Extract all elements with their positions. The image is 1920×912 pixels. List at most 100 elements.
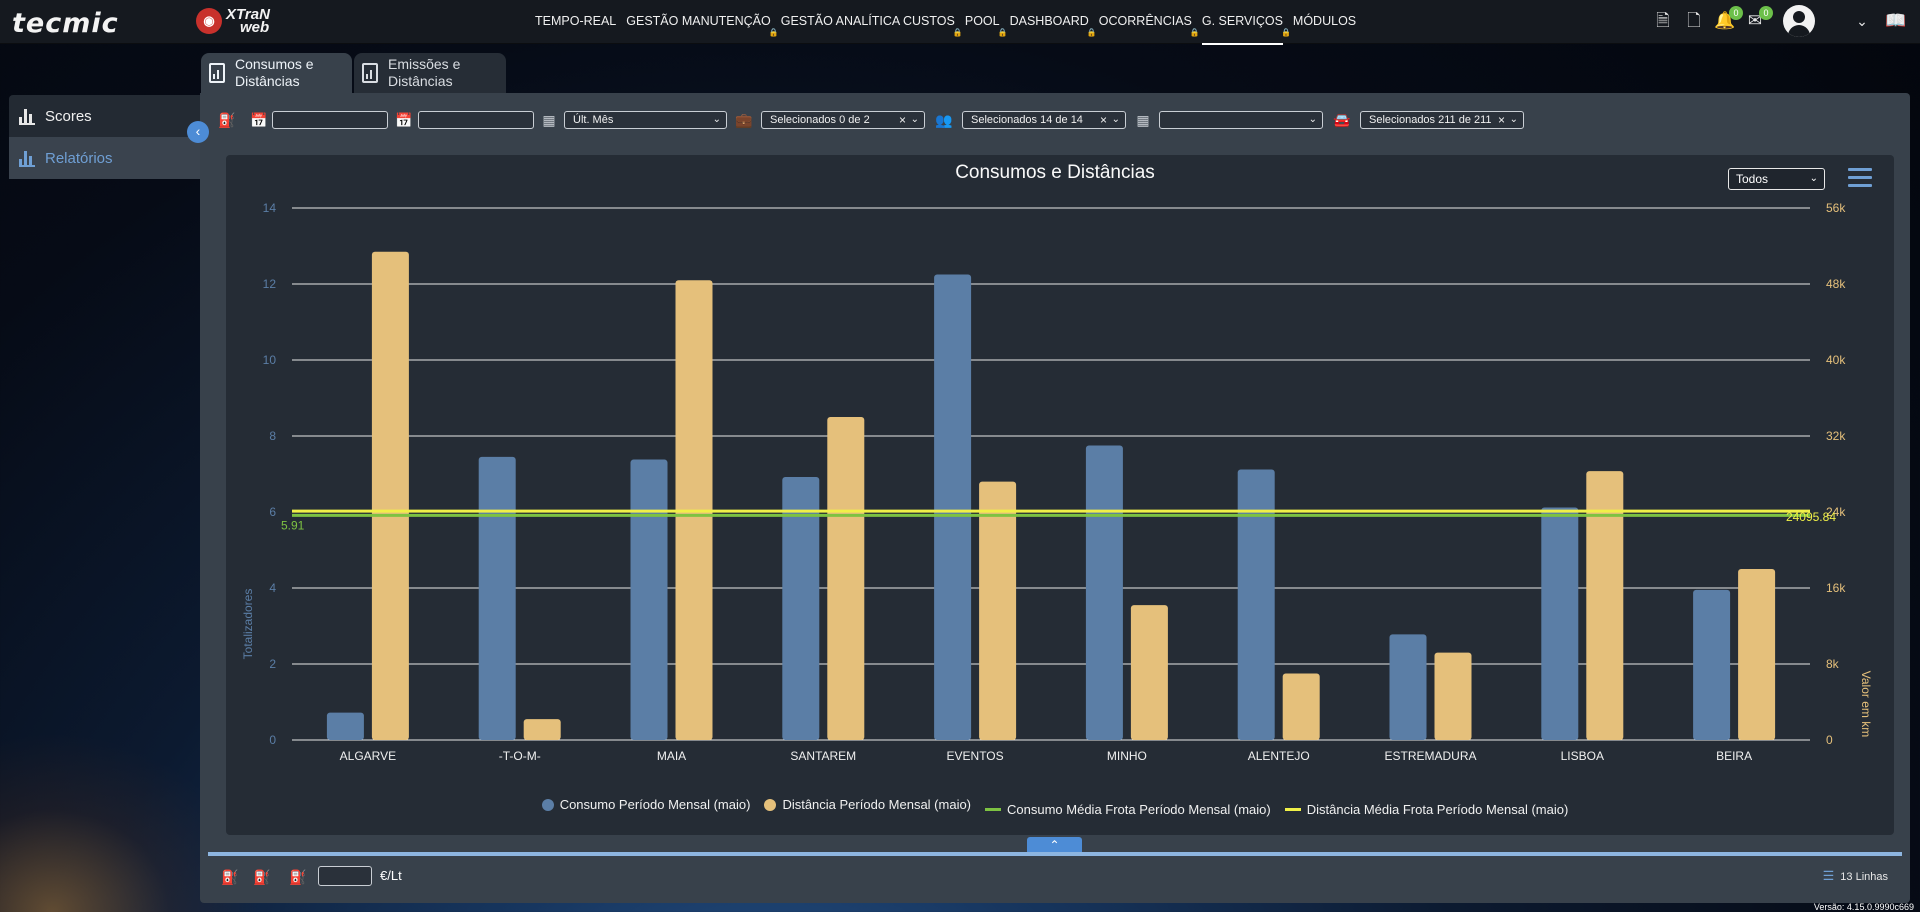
filter-bar: ⛽ 📅 📅 ▦ Últ. Mês ⌄ 💼 Selecionados 0 de 2 ×…	[210, 107, 1900, 133]
y-axis-label: Totalizadores	[241, 589, 255, 660]
legend-item[interactable]: Consumo Média Frota Período Mensal (maio…	[985, 802, 1271, 817]
y-tick-label: 0	[269, 733, 276, 747]
legend-item[interactable]: Distância Média Frota Período Mensal (ma…	[1284, 801, 1569, 817]
date-to-input[interactable]	[418, 111, 534, 129]
nav-item-5[interactable]: OCORRÊNCIAS 🔒	[1099, 0, 1200, 43]
y2-tick-label: 24k	[1826, 505, 1846, 519]
clear-icon[interactable]: ×	[1099, 113, 1107, 127]
date-from-input[interactable]	[272, 111, 388, 129]
notifications-bell-icon[interactable]: 🔔 0	[1713, 6, 1743, 33]
fuel-settings-icon[interactable]: ⛽	[218, 112, 236, 128]
avg-distance-label: 24095.84	[1786, 510, 1836, 524]
calendar-from-icon[interactable]: 📅	[250, 112, 268, 128]
manual-book-icon[interactable]: 📖	[1885, 11, 1907, 30]
nav-item-label: G. SERVIÇOS	[1201, 14, 1283, 28]
nav-item-2[interactable]: GESTÃO ANALÍTICA CUSTOS 🔒	[780, 0, 963, 43]
tab-consumos-distancias[interactable]: Consumos e Distâncias	[201, 53, 352, 93]
expand-bottom-handle[interactable]: ⌃	[1027, 837, 1082, 853]
fuel-pump-icon[interactable]: ⛽	[289, 869, 307, 885]
x-tick-label: MINHO	[1107, 749, 1147, 763]
legend-item[interactable]: Distância Período Mensal (maio)	[764, 797, 971, 812]
nav-item-7[interactable]: MÓDULOS	[1293, 0, 1356, 43]
x-tick-label: -T-O-M-	[499, 749, 541, 763]
list-lines-icon: ☰	[1822, 868, 1835, 883]
lines-count[interactable]: ☰ 13 Linhas	[1823, 868, 1888, 884]
legend-label: Distância Período Mensal (maio)	[782, 797, 972, 812]
y2-tick-label: 8k	[1826, 657, 1840, 671]
bar-distancia	[827, 417, 865, 740]
bar-distancia	[523, 719, 561, 740]
price-unit: €/Lt	[380, 868, 402, 883]
group-select-2[interactable]: Selecionados 14 de 14 × ⌄	[962, 111, 1126, 129]
nav-item-label: GESTÃO ANALÍTICA CUSTOS	[780, 14, 955, 28]
bar-chart-icon	[19, 107, 35, 125]
sidebar-item-scores[interactable]: Scores	[9, 95, 203, 137]
nav-item-label: POOL	[964, 14, 1000, 28]
chart-legend: Consumo Período Mensal (maio) Distância P…	[0, 797, 1920, 817]
clear-icon[interactable]: ×	[1497, 113, 1505, 127]
lock-icon: 🔒	[768, 28, 779, 37]
chevron-down-icon[interactable]: ⌄	[1856, 13, 1868, 29]
fuel-report-icon[interactable]: ⛽	[221, 869, 239, 885]
nav-item-0[interactable]: TEMPO-REAL	[535, 0, 616, 43]
xtran-logo-text: XTraN	[226, 6, 270, 23]
bar-consumo	[782, 477, 820, 740]
calendar-period-icon[interactable]: ▦	[542, 112, 556, 128]
clear-icon[interactable]: ×	[898, 113, 906, 127]
x-tick-label: EVENTOS	[947, 749, 1004, 763]
collapse-sidebar-button[interactable]: ‹	[187, 121, 209, 143]
lock-icon: 🔒	[997, 28, 1008, 37]
tecmic-logo[interactable]: tecmic	[12, 8, 119, 39]
calendar-to-icon[interactable]: 📅	[395, 112, 413, 128]
sidebar-item-relatorios[interactable]: Relatórios	[9, 137, 203, 179]
nav-item-label: TEMPO-REAL	[535, 14, 617, 28]
bar-consumo	[630, 459, 668, 740]
nav-item-label: GESTÃO MANUTENÇÃO	[626, 14, 771, 28]
tab-emissoes-distancias[interactable]: Emissões e Distâncias	[354, 53, 506, 93]
sidebar-item-label: Scores	[45, 107, 92, 125]
vehicles-icon[interactable]: 🚘	[1333, 112, 1351, 128]
fuel-price-input[interactable]	[318, 866, 372, 886]
nav-item-6[interactable]: G. SERVIÇOS 🔒	[1201, 0, 1291, 45]
messages-envelope-icon[interactable]: ✉ 0	[1743, 6, 1773, 33]
y2-tick-label: 16k	[1826, 581, 1846, 595]
y2-tick-label: 56k	[1826, 201, 1846, 215]
user-avatar[interactable]	[1783, 5, 1815, 37]
y-tick-label: 12	[263, 277, 277, 291]
avg-consumo-label: 5.91	[281, 518, 305, 532]
legend-line	[985, 807, 1002, 811]
nav-item-3[interactable]: POOL 🔒	[964, 0, 1008, 43]
document-icon[interactable]: 🗋	[1687, 11, 1701, 30]
group-select-3[interactable]: ⌄	[1159, 111, 1323, 129]
fuel-settings-icon[interactable]: ⛽	[253, 869, 271, 885]
legend-label: Distância Média Frota Período Mensal (ma…	[1306, 801, 1569, 817]
lock-icon: 🔒	[1189, 28, 1200, 37]
vehicles-select[interactable]: Selecionados 211 de 211 × ⌄	[1360, 111, 1524, 129]
report-globe-icon[interactable]: 🗎	[1656, 11, 1670, 30]
bar-consumo	[1085, 445, 1123, 740]
nav-item-label: DASHBOARD	[1009, 14, 1089, 28]
bar-distancia	[1282, 673, 1320, 740]
bar-consumo	[1389, 634, 1427, 740]
users-group-icon[interactable]: 👥	[935, 112, 953, 128]
lines-label: 13 Linhas	[1840, 871, 1888, 883]
lock-icon: 🔒	[1280, 28, 1291, 37]
briefcase-icon[interactable]: 💼	[735, 112, 753, 128]
tab-label: Emissões e Distâncias	[388, 56, 461, 89]
legend-label: Consumo Período Mensal (maio)	[559, 797, 751, 812]
y-tick-label: 14	[263, 201, 277, 215]
bar-consumo	[1541, 507, 1579, 740]
legend-item[interactable]: Consumo Período Mensal (maio)	[541, 797, 751, 812]
period-select[interactable]: Últ. Mês ⌄	[564, 111, 727, 129]
nav-item-4[interactable]: DASHBOARD 🔒	[1009, 0, 1097, 43]
group-select-1[interactable]: Selecionados 0 de 2 × ⌄	[761, 111, 925, 129]
grid-icon[interactable]: ▦	[1136, 112, 1150, 128]
chart-filter-select[interactable]: Todos ⌄	[1728, 168, 1825, 190]
chart-menu-icon[interactable]	[1848, 168, 1872, 188]
y2-tick-label: 0	[1826, 733, 1833, 747]
xtranweb-logo[interactable]: ◉ XTraN web	[196, 5, 270, 37]
nav-item-1[interactable]: GESTÃO MANUTENÇÃO 🔒	[626, 0, 778, 43]
sidebar: Scores Relatórios	[9, 95, 203, 179]
lock-icon: 🔒	[952, 28, 963, 37]
y2-tick-label: 40k	[1826, 353, 1846, 367]
